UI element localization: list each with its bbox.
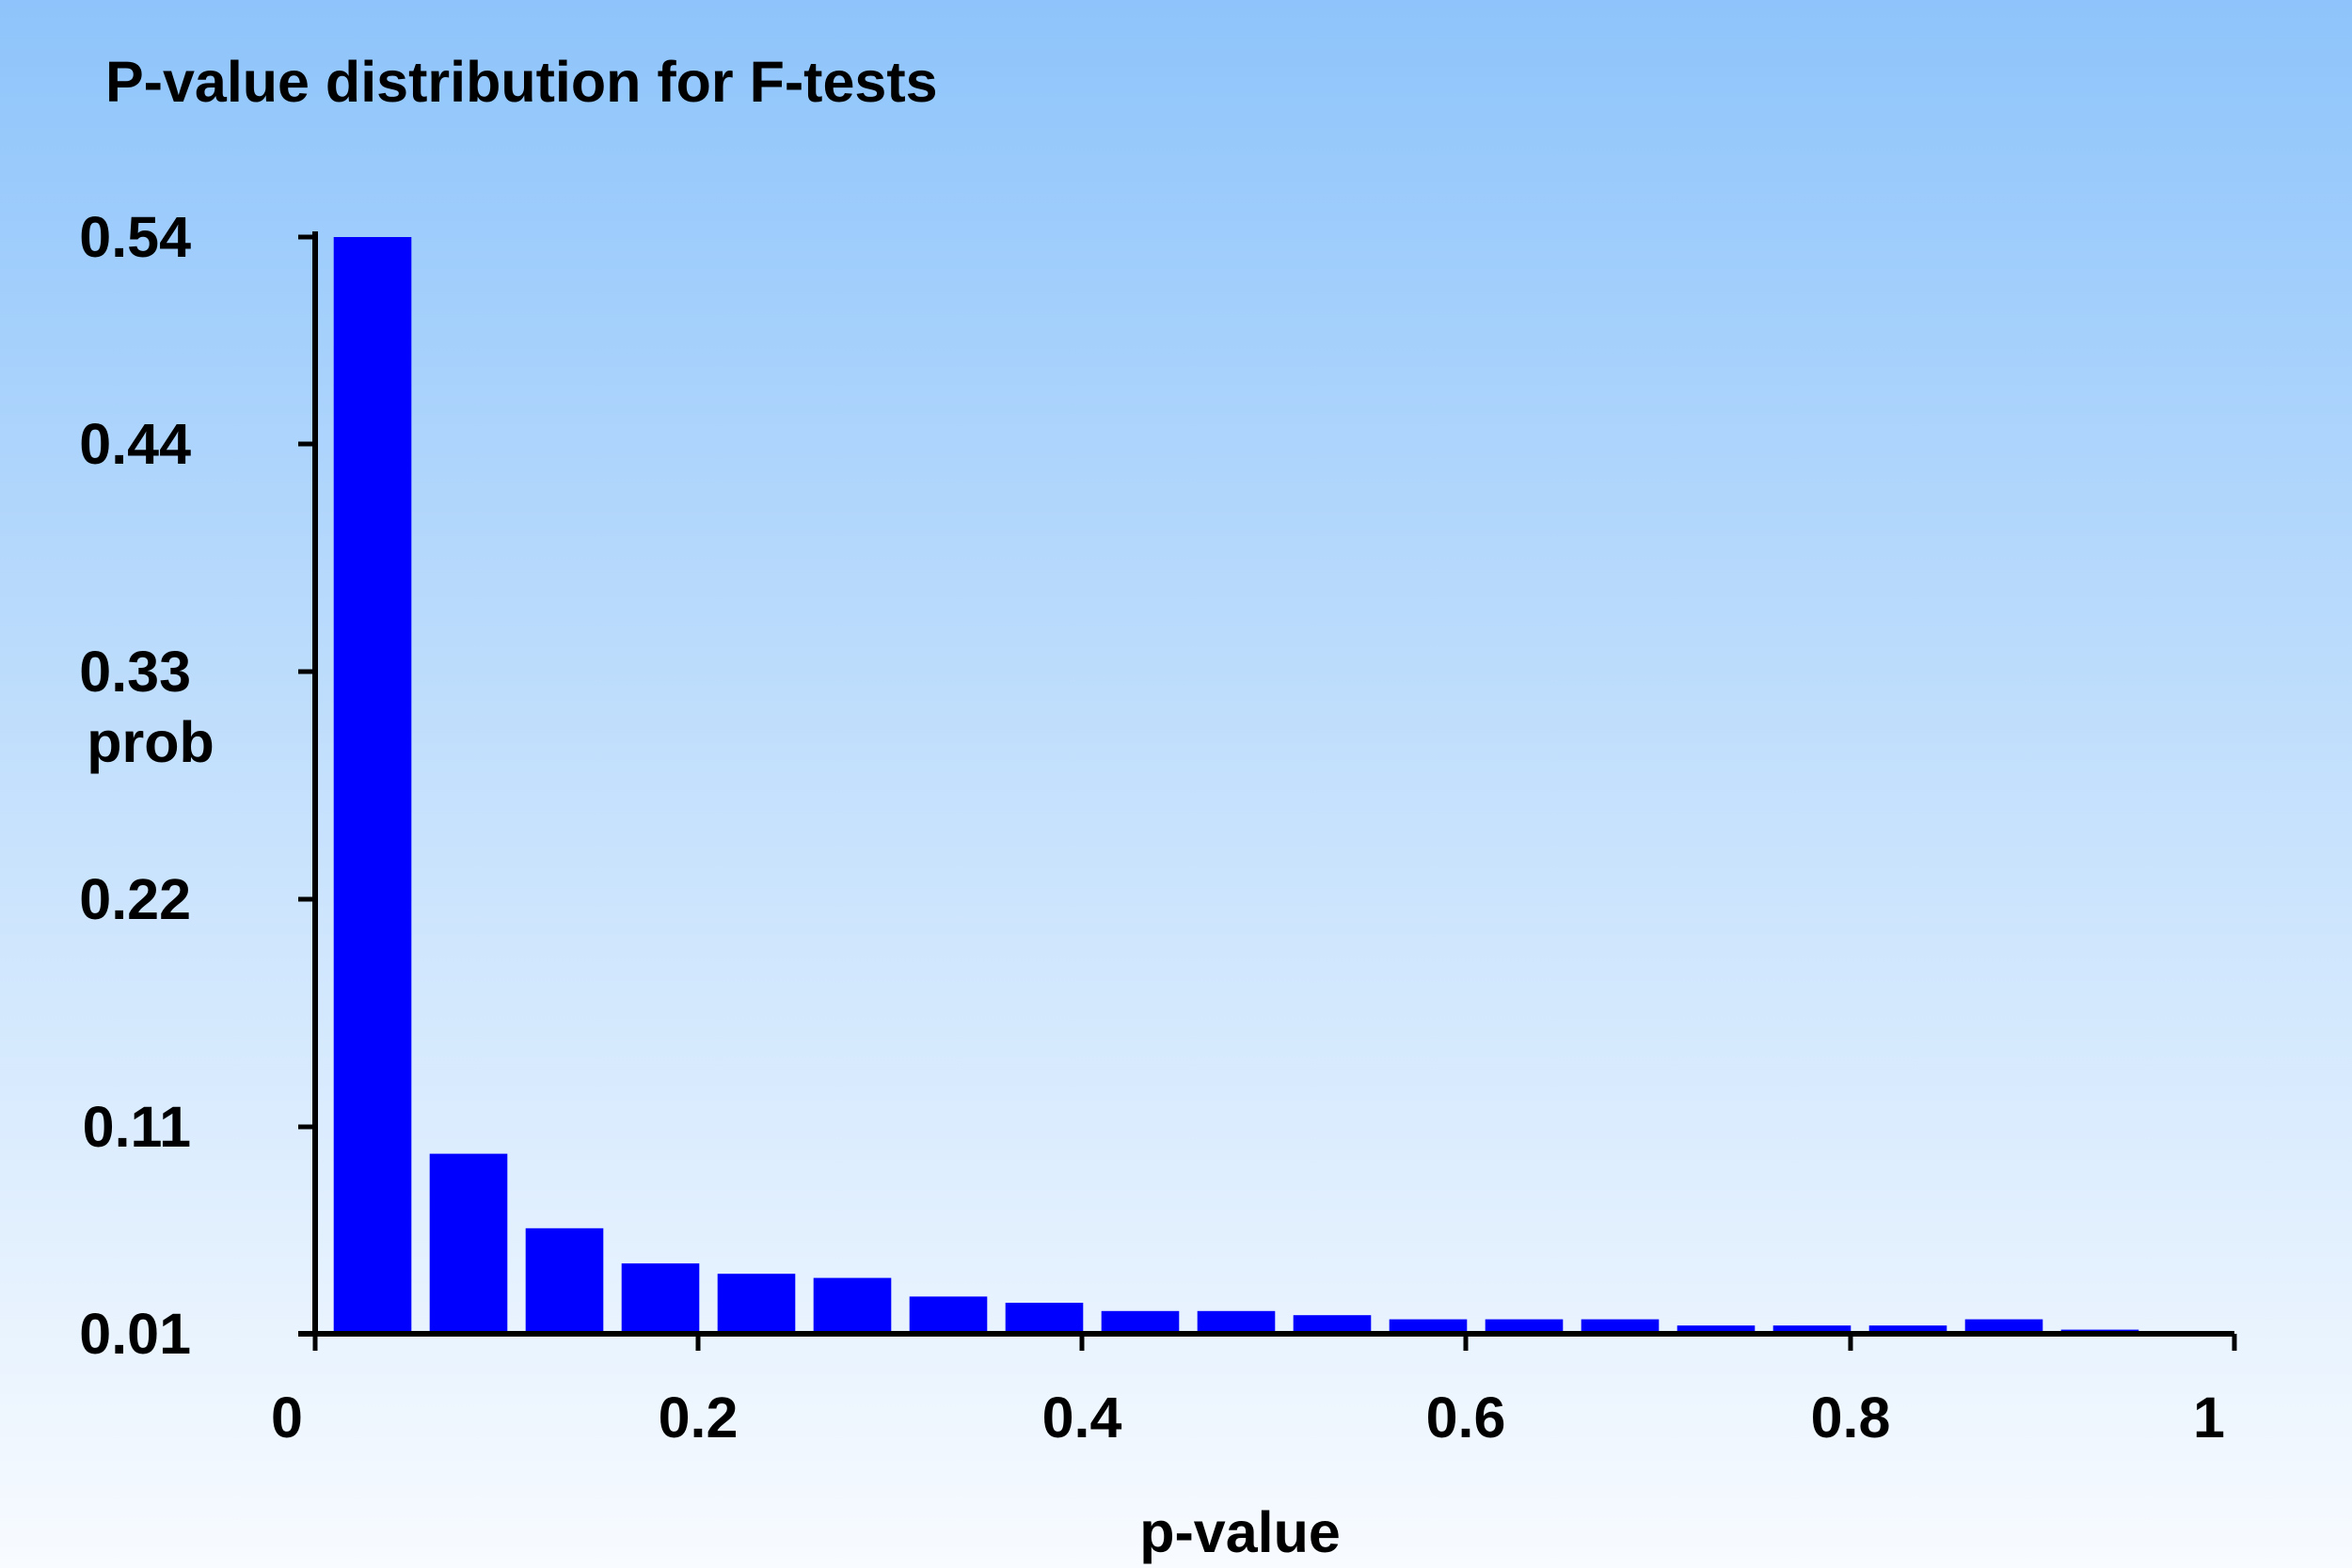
bar-3 [621, 1263, 700, 1334]
bar-16 [1868, 1325, 1947, 1334]
x-tick-label-1: 0.2 [659, 1386, 739, 1449]
y-tick-label-5: 0.54 [79, 205, 191, 269]
y-tick-label-2: 0.22 [79, 867, 191, 931]
bars-group [333, 237, 2139, 1334]
x-tick-label-0: 0 [271, 1386, 303, 1449]
chart-title: P-value distribution for F-tests [105, 50, 938, 114]
bar-1 [429, 1153, 508, 1334]
x-axis-title: p-value [1139, 1500, 1341, 1564]
bar-10 [1293, 1315, 1372, 1334]
bar-15 [1772, 1325, 1851, 1334]
bar-0 [333, 237, 412, 1334]
y-tick-label-3: 0.33 [79, 640, 191, 704]
y-axis-title: prob [87, 710, 215, 774]
x-tick-label-4: 0.8 [1811, 1386, 1891, 1449]
bar-17 [1964, 1319, 2043, 1334]
y-axis: 0.01 0.11 0.22 0.33 0.44 0.54 [79, 205, 318, 1366]
bar-6 [909, 1296, 988, 1334]
bar-7 [1005, 1303, 1084, 1334]
x-tick-label-3: 0.6 [1426, 1386, 1506, 1449]
y-tick-label-0: 0.01 [79, 1302, 191, 1366]
bar-9 [1197, 1310, 1276, 1334]
y-tick-label-1: 0.11 [83, 1095, 191, 1159]
bar-13 [1581, 1319, 1660, 1334]
bar-4 [717, 1274, 796, 1334]
x-tick-label-5: 1 [2193, 1386, 2225, 1449]
x-axis: 0 0.2 0.4 0.6 0.8 1 [271, 1331, 2237, 1449]
y-tick-label-4: 0.44 [79, 412, 191, 476]
bar-8 [1101, 1310, 1180, 1334]
bar-12 [1485, 1319, 1564, 1334]
bar-14 [1677, 1325, 1756, 1334]
x-tick-label-2: 0.4 [1042, 1386, 1122, 1449]
bar-5 [813, 1277, 892, 1334]
bar-11 [1389, 1319, 1468, 1334]
bar-2 [525, 1227, 604, 1334]
